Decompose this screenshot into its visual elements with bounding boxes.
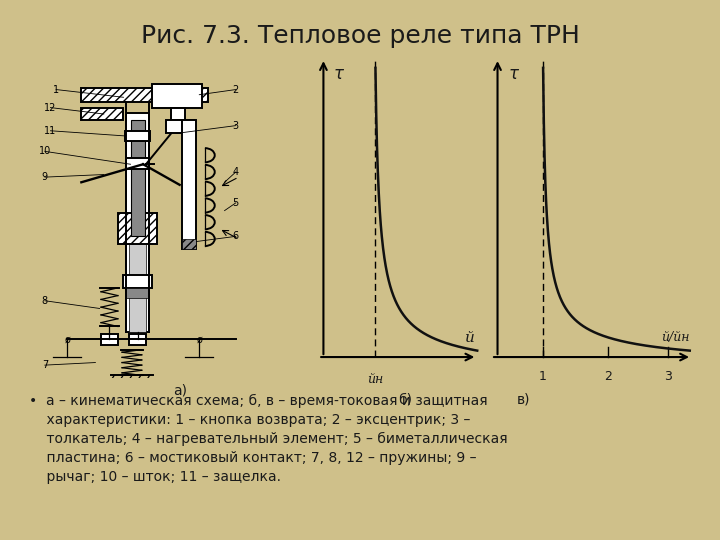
Text: в): в) [517, 393, 530, 407]
Bar [81, 107, 124, 120]
Bar [182, 239, 197, 249]
Text: 1: 1 [53, 85, 59, 94]
Text: τ: τ [508, 65, 518, 83]
Bar [182, 120, 197, 249]
Text: 8: 8 [42, 296, 48, 306]
Text: •  а – кинематическая схема; б, в – время-токовая и защитная
    характеристики:: • а – кинематическая схема; б, в – время… [29, 394, 508, 484]
Text: 6: 6 [233, 231, 239, 241]
Text: 3: 3 [233, 120, 239, 131]
Bar [152, 84, 202, 107]
Text: 12: 12 [45, 103, 57, 112]
Text: 4: 4 [233, 167, 239, 177]
Bar [126, 288, 149, 298]
Text: 7: 7 [42, 360, 48, 370]
Bar [129, 334, 146, 345]
Text: τ: τ [334, 65, 343, 83]
Bar [101, 334, 118, 345]
Bar [124, 275, 152, 288]
Text: 11: 11 [45, 126, 57, 136]
Bar [126, 158, 149, 170]
Text: а): а) [173, 384, 186, 398]
Text: ø: ø [64, 334, 71, 345]
Text: й/йн: й/йн [661, 331, 690, 345]
Text: 9: 9 [42, 172, 48, 182]
Bar [171, 107, 185, 120]
Text: ø: ø [197, 334, 202, 345]
Text: 3: 3 [665, 370, 672, 383]
Text: й: й [465, 331, 475, 345]
Text: Рис. 7.3. Тепловое реле типа ТРН: Рис. 7.3. Тепловое реле типа ТРН [140, 24, 580, 48]
Text: йн: йн [367, 373, 383, 386]
Bar [118, 213, 157, 244]
Bar [166, 120, 194, 133]
Text: 5: 5 [233, 198, 239, 208]
Text: 10: 10 [39, 146, 51, 157]
Text: 1: 1 [539, 370, 546, 383]
Bar [81, 88, 208, 103]
Text: 2: 2 [604, 370, 611, 383]
Text: б): б) [397, 393, 412, 407]
Bar [129, 241, 146, 332]
Bar [130, 120, 145, 237]
Bar [126, 113, 149, 332]
Bar [125, 131, 150, 141]
Text: 2: 2 [233, 85, 239, 94]
